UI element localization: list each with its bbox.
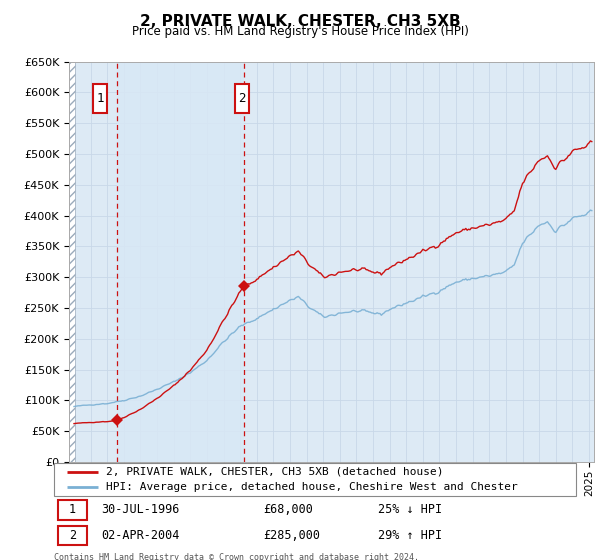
- Text: Price paid vs. HM Land Registry's House Price Index (HPI): Price paid vs. HM Land Registry's House …: [131, 25, 469, 38]
- Text: 1: 1: [69, 503, 76, 516]
- Text: £285,000: £285,000: [263, 529, 320, 542]
- FancyBboxPatch shape: [54, 463, 576, 496]
- FancyBboxPatch shape: [93, 84, 107, 113]
- FancyBboxPatch shape: [58, 500, 87, 520]
- Text: 02-APR-2004: 02-APR-2004: [101, 529, 179, 542]
- FancyBboxPatch shape: [58, 526, 87, 545]
- Text: 2: 2: [69, 529, 76, 542]
- Text: 30-JUL-1996: 30-JUL-1996: [101, 503, 179, 516]
- Text: 2: 2: [238, 92, 245, 105]
- Text: Contains HM Land Registry data © Crown copyright and database right 2024.
This d: Contains HM Land Registry data © Crown c…: [54, 553, 419, 560]
- Text: 1: 1: [97, 92, 104, 105]
- Text: 2, PRIVATE WALK, CHESTER, CH3 5XB: 2, PRIVATE WALK, CHESTER, CH3 5XB: [140, 14, 460, 29]
- Text: 25% ↓ HPI: 25% ↓ HPI: [377, 503, 442, 516]
- Text: HPI: Average price, detached house, Cheshire West and Chester: HPI: Average price, detached house, Ches…: [106, 482, 518, 492]
- Text: 29% ↑ HPI: 29% ↑ HPI: [377, 529, 442, 542]
- Text: 2, PRIVATE WALK, CHESTER, CH3 5XB (detached house): 2, PRIVATE WALK, CHESTER, CH3 5XB (detac…: [106, 467, 444, 477]
- Bar: [69, 62, 76, 462]
- Bar: [117, 62, 244, 462]
- FancyBboxPatch shape: [235, 84, 249, 113]
- Text: £68,000: £68,000: [263, 503, 313, 516]
